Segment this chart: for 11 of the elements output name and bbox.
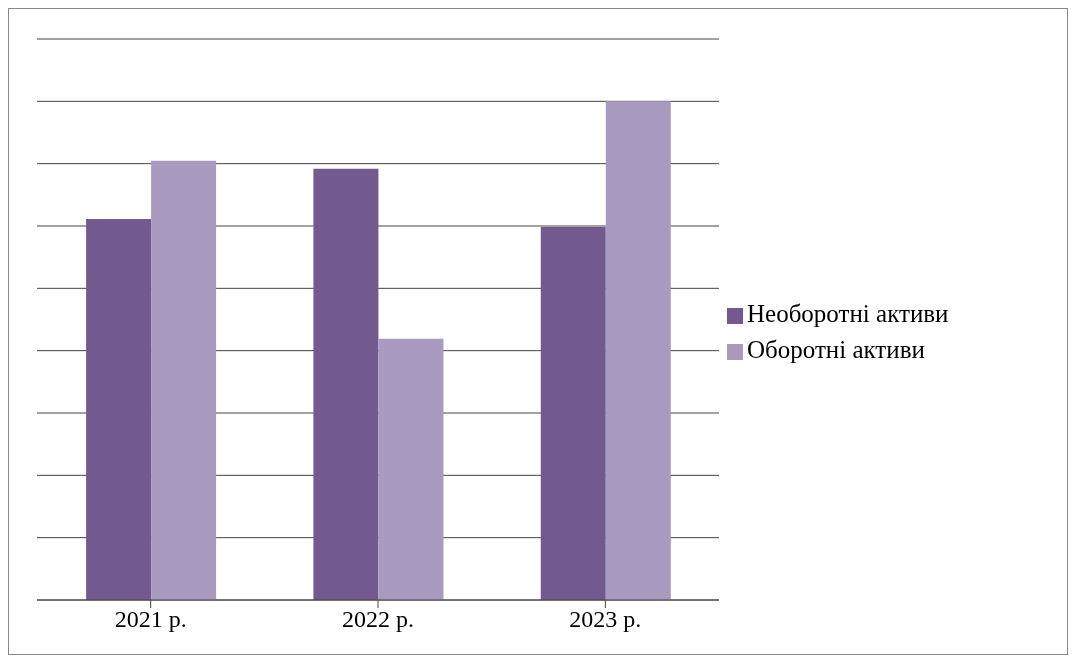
bar [151,160,217,600]
x-tick-label: 2022 р. [342,606,414,633]
x-tick-label: 2023 р. [569,606,642,633]
bar [540,227,606,600]
bar [86,219,152,600]
x-tick-label: 2021 р. [114,606,187,633]
bar [313,168,379,600]
bar [605,101,671,600]
bar [378,338,444,600]
legend-label: Необоротні активи [747,299,949,327]
legend-label: Оборотні активи [747,335,925,363]
